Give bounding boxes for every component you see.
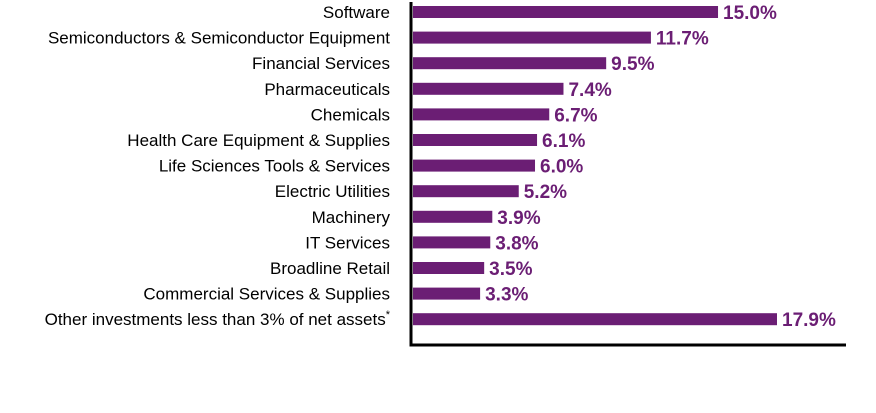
bar-1 — [413, 6, 719, 18]
bar-2 — [413, 31, 651, 44]
axes-layer — [409, 2, 846, 347]
category-label-11: Broadline Retail — [270, 259, 390, 278]
bar-8 — [413, 185, 519, 198]
footnote-marker: * — [386, 309, 391, 321]
value-label-10: 3.8% — [495, 233, 538, 254]
value-label-5: 6.7% — [554, 105, 597, 126]
category-label-4: Pharmaceuticals — [264, 80, 390, 99]
category-label-13: Other investments less than 3% of net as… — [45, 309, 391, 329]
bar-7 — [413, 159, 536, 172]
bar-10 — [413, 236, 491, 249]
value-label-4: 7.4% — [568, 80, 611, 101]
bar-6 — [413, 134, 538, 146]
category-label-5: Chemicals — [311, 105, 390, 124]
category-label-10: IT Services — [305, 233, 390, 252]
category-label-8: Electric Utilities — [275, 182, 390, 201]
bar-3 — [413, 57, 607, 70]
value-label-7: 6.0% — [540, 157, 583, 178]
value-label-13: 17.9% — [782, 310, 836, 331]
value-label-8: 5.2% — [524, 182, 567, 203]
bar-12 — [413, 287, 481, 300]
value-label-3: 9.5% — [611, 54, 654, 75]
labels-layer: Software 15.0% Semiconductors & Semiconduc… — [45, 3, 836, 331]
value-label-2: 11.7% — [656, 29, 709, 50]
category-label-3: Financial Services — [252, 54, 390, 73]
category-label-12: Commercial Services & Supplies — [143, 285, 390, 304]
value-label-12: 3.3% — [485, 285, 528, 306]
bars-layer — [413, 6, 777, 326]
bar-9 — [413, 210, 493, 223]
value-label-9: 3.9% — [497, 208, 540, 229]
value-label-11: 3.5% — [489, 259, 532, 280]
bar-4 — [413, 82, 564, 95]
category-label-2: Semiconductors & Semiconductor Equipment — [48, 29, 390, 48]
bar-13 — [413, 313, 777, 326]
bar-11 — [413, 262, 485, 274]
bar-5 — [413, 108, 550, 121]
category-label-7: Life Sciences Tools & Services — [159, 157, 390, 176]
category-label-6: Health Care Equipment & Supplies — [127, 131, 390, 150]
value-label-6: 6.1% — [542, 131, 585, 152]
value-label-1: 15.0% — [723, 3, 777, 24]
category-label-1: Software — [323, 3, 390, 22]
category-label-9: Machinery — [312, 208, 391, 227]
